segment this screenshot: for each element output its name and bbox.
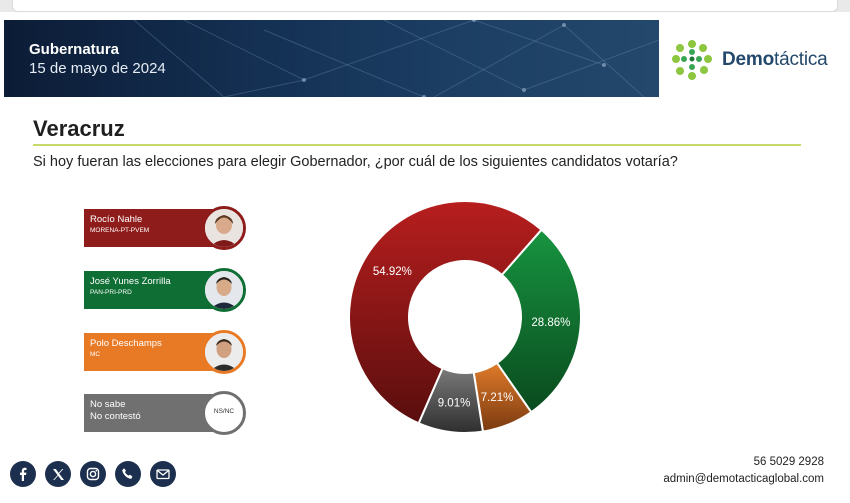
mail-icon[interactable]: [150, 461, 176, 487]
candidate-photo: [202, 330, 246, 374]
brand-name: Demotáctica: [722, 49, 828, 71]
legend-item-deschamps: Polo Deschamps MC: [84, 330, 246, 374]
demotactica-logo-icon: [672, 40, 712, 80]
contact-email: admin@demotacticaglobal.com: [663, 473, 824, 485]
contact-phone: 56 5029 2928: [753, 456, 824, 468]
legend-item-nsnc: No sabe No contestó NS/NC: [84, 391, 246, 435]
top-strip: [0, 0, 850, 12]
donut-slice-1: [495, 228, 582, 414]
candidate-name: José Yunes Zorrilla: [90, 276, 171, 287]
donut-slice-0: [348, 200, 543, 425]
header-banner: Gubernatura 15 de mayo de 2024: [4, 20, 659, 97]
header-title: Gubernatura: [29, 41, 120, 58]
candidate-photo: [202, 268, 246, 312]
candidate-party: MORENA-PT-PVEM: [90, 227, 150, 234]
legend-item-yunes: José Yunes Zorrilla PAN-PRI-PRD: [84, 268, 246, 312]
candidate-name: Polo Deschamps: [90, 338, 162, 349]
candidate-party: MC: [90, 351, 101, 358]
nsnc-label-2: No contestó: [90, 411, 141, 422]
candidate-party: PAN-PRI-PRD: [90, 289, 132, 296]
nsnc-badge: NS/NC: [202, 391, 246, 435]
brand-name-light: táctica: [774, 49, 828, 70]
nsnc-label-1: No sabe: [90, 399, 126, 410]
nsnc-badge-text: NS/NC: [213, 408, 235, 415]
donut-label-3: 9.01%: [438, 397, 471, 409]
survey-question: Si hoy fueran las elecciones para elegir…: [33, 154, 678, 170]
title-divider: [33, 144, 801, 146]
legend-item-nahle: Rocío Nahle MORENA-PT-PVEM: [84, 206, 246, 250]
network-background: [133, 20, 659, 97]
header-date: 15 de mayo de 2024: [29, 60, 166, 77]
donut-label-2: 7.21%: [481, 392, 514, 404]
vote-donut-chart: 54.92% 28.86% 7.21% 9.01%: [348, 200, 582, 434]
legend-label-box: José Yunes Zorrilla PAN-PRI-PRD: [84, 271, 224, 309]
facebook-icon[interactable]: [10, 461, 36, 487]
donut-label-0: 54.92%: [373, 266, 412, 278]
previous-card-edge: [12, 0, 838, 12]
social-links: [10, 461, 176, 487]
donut-slice-3: [417, 367, 485, 434]
legend-label-box: Polo Deschamps MC: [84, 333, 224, 371]
brand-logo: Demotáctica: [664, 20, 840, 97]
brand-name-bold: Demo: [722, 49, 774, 70]
legend-label-box: Rocío Nahle MORENA-PT-PVEM: [84, 209, 224, 247]
legend-label-box: No sabe No contestó: [84, 394, 224, 432]
phone-icon[interactable]: [115, 461, 141, 487]
instagram-icon[interactable]: [80, 461, 106, 487]
donut-label-1: 28.86%: [531, 317, 570, 329]
x-icon[interactable]: [45, 461, 71, 487]
state-title: Veracruz: [33, 116, 125, 141]
candidate-photo: [202, 206, 246, 250]
candidate-name: Rocío Nahle: [90, 214, 143, 225]
